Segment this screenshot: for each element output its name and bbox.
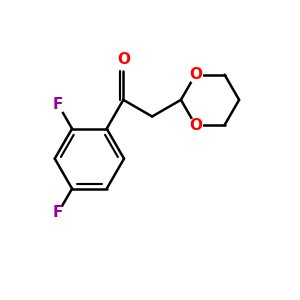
- Text: O: O: [189, 118, 202, 133]
- Text: F: F: [53, 205, 63, 220]
- Text: F: F: [53, 97, 63, 112]
- Text: O: O: [189, 67, 202, 82]
- Text: O: O: [117, 52, 130, 67]
